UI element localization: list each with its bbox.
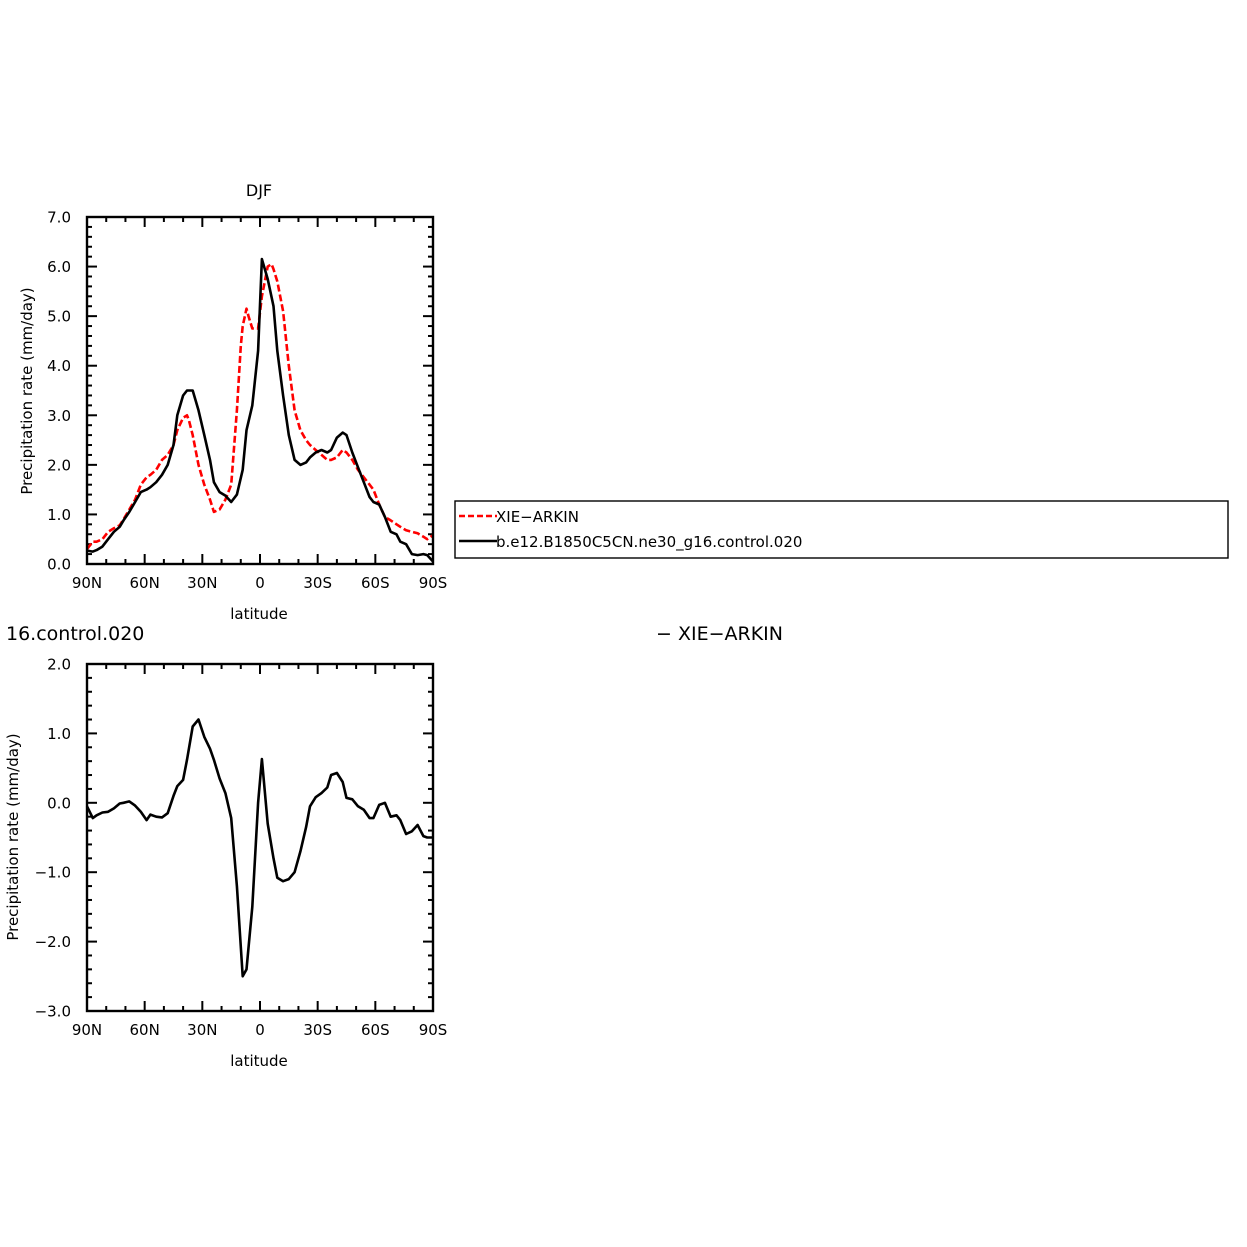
- top-y-tick-label: 2.0: [47, 456, 71, 474]
- top-y-tick-label: 7.0: [47, 209, 71, 227]
- top-chart-title: DJF: [246, 181, 272, 200]
- bottom-y-tick-label: 2.0: [47, 656, 71, 674]
- top-y-tick-label: 0.0: [47, 556, 71, 574]
- top-y-tick-label: 5.0: [47, 308, 71, 326]
- bottom-y-tick-label: 0.0: [47, 794, 71, 812]
- top-x-tick-label: 90S: [419, 574, 448, 592]
- bottom-series-lines: [85, 718, 433, 978]
- top-series-line-b-e12-b1850c5cn-ne30-g16-control-020: [86, 257, 434, 563]
- bottom-x-tick-label: 0: [255, 1021, 265, 1039]
- top-x-tick-label: 30N: [187, 574, 217, 592]
- legend: XIE−ARKIN b.e12.B1850C5CN.ne30_g16.contr…: [454, 500, 1229, 559]
- bottom-y-axis-label: Precipitation rate (mm/day): [4, 733, 22, 940]
- top-x-tick-label: 0: [255, 574, 265, 592]
- top-plot-frame: [85, 215, 435, 566]
- bottom-x-tick-label: 30S: [303, 1021, 332, 1039]
- bottom-x-tick-label: 60S: [361, 1021, 390, 1039]
- bottom-x-axis-label: latitude: [230, 1052, 288, 1070]
- top-y-axis-label: Precipitation rate (mm/day): [18, 287, 36, 494]
- bottom-axes: 90N 60N 30N 0 30S 60S 90S −3.0 −2.0 −1.0 0.0 1.0 2.0: [35, 656, 448, 1040]
- bottom-x-tick-label: 60N: [130, 1021, 160, 1039]
- bottom-x-tick-label: 90S: [419, 1021, 448, 1039]
- top-x-tick-label: 60S: [361, 574, 390, 592]
- bottom-x-tick-label: 30N: [187, 1021, 217, 1039]
- top-y-tick-label: 6.0: [47, 258, 71, 276]
- bottom-y-tick-label: −3.0: [35, 1003, 71, 1021]
- bottom-y-tick-label: −1.0: [35, 864, 71, 882]
- bottom-panel: 16.control.020 − XIE−ARKIN latitude Prec…: [4, 623, 783, 1070]
- top-x-axis-label: latitude: [230, 605, 288, 623]
- top-series-line-xie-arkin: [85, 262, 434, 550]
- bottom-header-left: 16.control.020: [6, 623, 144, 645]
- top-x-tick-label: 30S: [303, 574, 332, 592]
- bottom-y-tick-label: 1.0: [47, 725, 71, 743]
- top-y-tick-label: 4.0: [47, 357, 71, 375]
- top-y-tick-label: 1.0: [47, 506, 71, 524]
- top-x-tick-label: 90N: [72, 574, 102, 592]
- top-series-lines: [85, 257, 434, 563]
- bottom-x-tick-label: 90N: [72, 1021, 102, 1039]
- legend-label-xie-arkin: XIE−ARKIN: [496, 508, 579, 526]
- bottom-series-line-0: [85, 718, 433, 978]
- legend-box: [454, 500, 1229, 559]
- bottom-y-tick-label: −2.0: [35, 933, 71, 951]
- legend-label-control: b.e12.B1850C5CN.ne30_g16.control.020: [496, 533, 802, 552]
- bottom-plot-frame: [85, 662, 435, 1013]
- top-y-tick-label: 3.0: [47, 407, 71, 425]
- bottom-header-right: − XIE−ARKIN: [656, 623, 783, 645]
- top-panel: DJF latitude Precipitation rate (mm/day)…: [18, 181, 447, 623]
- top-x-tick-label: 60N: [130, 574, 160, 592]
